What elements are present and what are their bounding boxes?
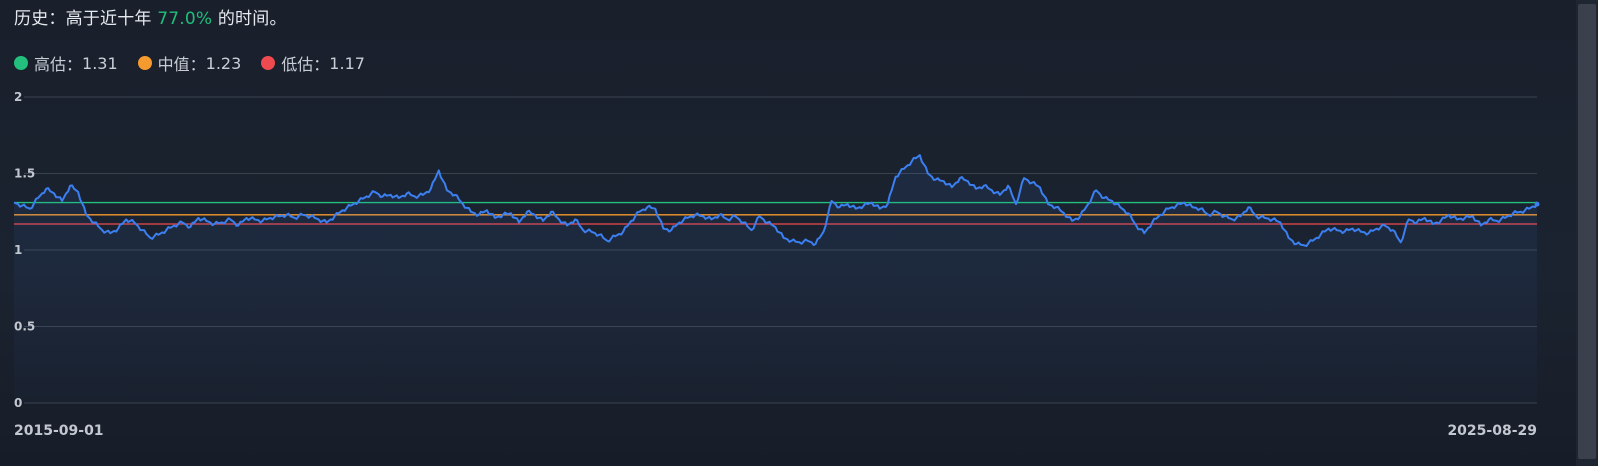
scrollbar-track[interactable] xyxy=(1576,0,1598,466)
series-layer xyxy=(13,154,1540,248)
x-tick-labels: 2015-09-01 2025-08-29 xyxy=(14,423,1537,439)
legend: 高估： 1.31 中值： 1.23 低估： 1.17 xyxy=(14,51,385,75)
summary-suffix: 的时间。 xyxy=(217,9,287,29)
legend-value-low: 1.17 xyxy=(329,53,365,73)
x-end-date: 2025-08-29 xyxy=(1447,423,1537,439)
legend-value-median: 1.23 xyxy=(205,53,242,73)
summary-prefix: 历史：高于近十年 xyxy=(14,9,152,29)
legend-value-high: 1.31 xyxy=(82,53,118,73)
legend-label-median: 中值： xyxy=(157,55,206,74)
legend-label-low: 低估： xyxy=(281,55,330,74)
history-summary: 历史：高于近十年 77.0% 的时间。 xyxy=(14,4,287,29)
last-point-marker[interactable] xyxy=(1534,201,1540,207)
x-start-date: 2015-09-01 xyxy=(14,423,104,439)
y-tick-label-3: 1.5 xyxy=(14,167,35,181)
y-tick-label-4: 2 xyxy=(14,90,22,104)
legend-item-high[interactable]: 高估： 1.31 xyxy=(14,51,118,75)
area-fill xyxy=(14,155,1537,403)
legend-item-low[interactable]: 低估： 1.17 xyxy=(261,51,365,75)
legend-item-median[interactable]: 中值： 1.23 xyxy=(137,51,242,75)
summary-percent: 77.0% xyxy=(157,9,213,29)
y-tick-label-0: 0 xyxy=(14,396,22,410)
y-tick-label-1: 0.5 xyxy=(14,320,35,334)
legend-dot-median xyxy=(137,56,152,70)
legend-label-high: 高估： xyxy=(34,55,83,74)
series-line[interactable] xyxy=(13,154,1538,248)
legend-dot-high xyxy=(14,56,28,70)
series-area xyxy=(14,155,1537,403)
y-tick-labels: 0 0.5 1 1.5 2 xyxy=(14,90,35,410)
y-tick-label-2: 1 xyxy=(14,243,22,257)
scrollbar-thumb[interactable] xyxy=(1578,4,1596,459)
legend-dot-low xyxy=(261,56,276,70)
